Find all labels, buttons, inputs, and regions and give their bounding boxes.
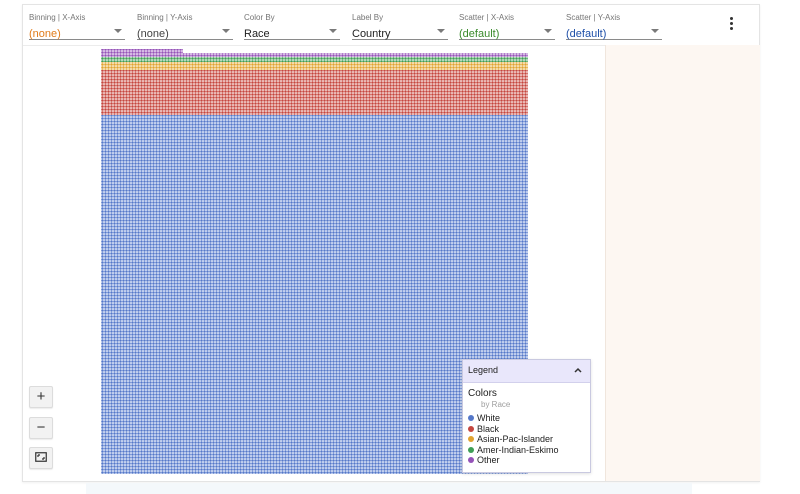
legend-panel: Legend Colors by Race White Black Asian-… xyxy=(462,359,591,473)
dots-other xyxy=(101,49,183,53)
legend-item: Other xyxy=(468,455,585,466)
facets-plot-area[interactable]: + − Legend Colors by Race White Black As… xyxy=(23,45,605,481)
scatter-y-label: Scatter | Y-Axis xyxy=(566,13,621,22)
binning-y-value: (none) xyxy=(137,28,169,40)
swatch-dot-icon xyxy=(468,415,474,421)
dropdown-caret-icon xyxy=(329,29,337,33)
scatter-x-select[interactable]: (default) xyxy=(459,24,555,40)
binning-x-value: (none) xyxy=(29,28,61,40)
legend-item: White xyxy=(468,413,585,424)
dots-other xyxy=(101,53,528,57)
label-by-control: Label By Country xyxy=(352,13,448,40)
legend-item-label: Asian-Pac-Islander xyxy=(477,434,554,444)
bottom-strip xyxy=(86,483,692,494)
dropdown-caret-icon xyxy=(651,29,659,33)
scatter-x-label: Scatter | X-Axis xyxy=(459,13,514,22)
swatch-dot-icon xyxy=(468,425,474,432)
binning-y-select[interactable]: (none) xyxy=(137,24,233,40)
scatter-y-value: (default) xyxy=(566,28,607,40)
fit-screen-icon xyxy=(35,452,47,462)
dropdown-caret-icon xyxy=(437,29,445,33)
legend-title: Legend xyxy=(468,365,499,375)
legend-item-label: Amer-Indian-Eskimo xyxy=(477,444,559,455)
chevron-up-icon xyxy=(574,367,582,373)
dots-asian-pac-islander xyxy=(101,62,528,70)
swatch-dot-icon xyxy=(468,457,474,463)
dots-black xyxy=(101,70,528,115)
dot-grid[interactable] xyxy=(23,45,605,481)
zoom-out-button[interactable]: − xyxy=(29,417,53,439)
binning-y-label: Binning | Y-Axis xyxy=(137,13,193,22)
dropdown-caret-icon xyxy=(544,29,552,33)
binning-y-control: Binning | Y-Axis (none) xyxy=(137,13,233,40)
legend-section-title: Colors xyxy=(468,388,497,399)
legend-item: Asian-Pac-Islander xyxy=(468,434,585,445)
label-by-value: Country xyxy=(352,28,391,40)
scatter-x-control: Scatter | X-Axis (default) xyxy=(459,13,555,40)
swatch-dot-icon xyxy=(468,436,474,442)
more-vert-icon[interactable] xyxy=(725,16,737,34)
legend-item-label: White xyxy=(477,413,501,423)
dropdown-caret-icon xyxy=(114,29,122,33)
dots-amer-indian-eskimo xyxy=(101,57,528,62)
facets-dive-card: Binning | X-Axis (none) Binning | Y-Axis… xyxy=(22,4,760,482)
color-by-select[interactable]: Race xyxy=(244,24,340,40)
label-by-select[interactable]: Country xyxy=(352,24,448,40)
scatter-x-value: (default) xyxy=(459,28,500,40)
fit-view-button[interactable] xyxy=(29,447,53,469)
binning-x-label: Binning | X-Axis xyxy=(29,13,86,22)
label-by-label: Label By xyxy=(352,13,384,22)
binning-x-control: Binning | X-Axis (none) xyxy=(29,13,125,40)
color-by-label: Color By xyxy=(244,13,275,22)
legend-item: Black xyxy=(468,424,585,435)
zoom-in-button[interactable]: + xyxy=(29,386,53,408)
legend-item-label: Black xyxy=(477,423,500,434)
scatter-y-select[interactable]: (default) xyxy=(566,24,662,40)
color-by-value: Race xyxy=(244,28,270,40)
binning-x-select[interactable]: (none) xyxy=(29,24,125,40)
color-by-control: Color By Race xyxy=(244,13,340,40)
info-side-panel xyxy=(605,45,760,481)
legend-item: Amer-Indian-Eskimo xyxy=(468,445,585,456)
dropdown-caret-icon xyxy=(222,29,230,33)
toolbar: Binning | X-Axis (none) Binning | Y-Axis… xyxy=(23,5,759,46)
legend-by-label: by Race xyxy=(481,400,511,409)
legend-header[interactable]: Legend xyxy=(463,360,590,383)
scatter-y-control: Scatter | Y-Axis (default) xyxy=(566,13,662,40)
dots-white xyxy=(101,115,528,474)
swatch-dot-icon xyxy=(468,446,474,453)
legend-item-label: Other xyxy=(477,455,500,465)
